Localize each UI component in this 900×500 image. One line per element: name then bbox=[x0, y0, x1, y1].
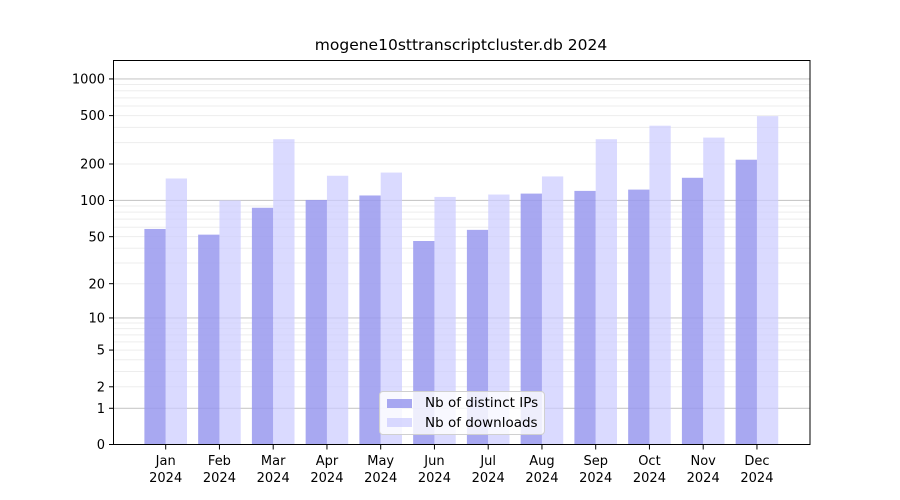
svg-text:20: 20 bbox=[88, 277, 105, 292]
svg-text:Jan: Jan bbox=[155, 454, 176, 469]
svg-text:Mar: Mar bbox=[261, 454, 286, 469]
legend-item-distinct-ips: Nb of distinct IPs bbox=[387, 395, 539, 412]
svg-text:Feb: Feb bbox=[208, 454, 231, 469]
svg-text:Aug: Aug bbox=[529, 454, 554, 469]
svg-text:10: 10 bbox=[88, 312, 105, 327]
legend-label-distinct-ips: Nb of distinct IPs bbox=[425, 395, 539, 412]
svg-text:2024: 2024 bbox=[203, 471, 236, 486]
svg-text:2024: 2024 bbox=[525, 471, 558, 486]
legend-item-downloads: Nb of downloads bbox=[387, 414, 538, 432]
svg-text:2024: 2024 bbox=[310, 471, 343, 486]
svg-text:50: 50 bbox=[88, 230, 105, 245]
svg-text:2024: 2024 bbox=[149, 471, 182, 486]
svg-text:2024: 2024 bbox=[687, 471, 720, 486]
svg-text:2024: 2024 bbox=[740, 471, 773, 486]
svg-text:Oct: Oct bbox=[638, 454, 660, 469]
svg-text:100: 100 bbox=[80, 194, 105, 209]
legend: Nb of distinct IPs Nb of downloads bbox=[379, 391, 545, 435]
svg-text:2024: 2024 bbox=[579, 471, 612, 486]
svg-text:2024: 2024 bbox=[418, 471, 451, 486]
svg-text:Dec: Dec bbox=[744, 454, 769, 469]
svg-text:2024: 2024 bbox=[257, 471, 290, 486]
legend-swatch-downloads-icon bbox=[387, 418, 412, 428]
svg-text:5: 5 bbox=[97, 344, 105, 359]
legend-swatch-distinct-ips-icon bbox=[387, 398, 412, 408]
svg-text:2024: 2024 bbox=[633, 471, 666, 486]
svg-text:Apr: Apr bbox=[316, 454, 339, 469]
svg-text:2: 2 bbox=[97, 380, 105, 395]
svg-text:2024: 2024 bbox=[472, 471, 505, 486]
svg-text:Sep: Sep bbox=[583, 454, 608, 469]
svg-text:1: 1 bbox=[97, 402, 105, 417]
svg-text:Jun: Jun bbox=[423, 454, 444, 469]
svg-text:200: 200 bbox=[80, 158, 105, 173]
legend-label-downloads: Nb of downloads bbox=[425, 414, 538, 431]
svg-text:May: May bbox=[367, 454, 394, 469]
svg-text:2024: 2024 bbox=[364, 471, 397, 486]
chart-title: mogene10sttranscriptcluster.db 2024 bbox=[314, 36, 608, 54]
svg-text:500: 500 bbox=[80, 109, 105, 124]
svg-text:Nov: Nov bbox=[691, 454, 717, 469]
svg-text:Jul: Jul bbox=[479, 454, 496, 469]
svg-text:1000: 1000 bbox=[72, 73, 105, 88]
svg-text:0: 0 bbox=[97, 438, 105, 453]
